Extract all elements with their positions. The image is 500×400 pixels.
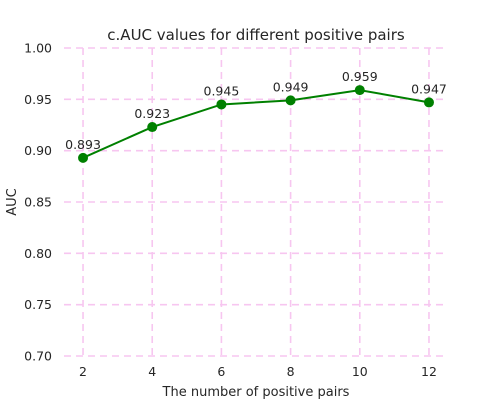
data-label: 0.959 [342,69,378,84]
chart-title: c.AUC values for different positive pair… [107,26,405,44]
x-tick-label: 6 [217,364,225,379]
series-line [83,90,429,158]
data-label: 0.945 [204,83,240,98]
y-tick-label: 0.75 [24,297,52,312]
y-axis-label: AUC [5,188,20,216]
x-tick-label: 12 [421,364,437,379]
data-point [286,95,296,105]
y-tick-label: 0.90 [24,143,52,158]
x-tick-label: 10 [352,364,368,379]
x-tick-label: 2 [79,364,87,379]
y-tick-label: 0.95 [24,92,52,107]
x-tick-label: 8 [287,364,295,379]
data-point [78,153,88,163]
data-point [355,85,365,95]
data-point [424,97,434,107]
data-label: 0.949 [273,79,309,94]
y-tick-label: 1.00 [24,41,52,56]
x-axis-label: The number of positive pairs [162,385,350,400]
y-tick-label: 0.80 [24,246,52,261]
grid [64,48,448,356]
data-label: 0.947 [411,81,447,96]
data-label: 0.923 [134,106,170,121]
x-tick-label: 4 [148,364,156,379]
y-tick-label: 0.70 [24,349,52,364]
data-point [216,99,226,109]
y-tick-label: 0.85 [24,195,52,210]
data-point [147,122,157,132]
data-label: 0.893 [65,137,101,152]
